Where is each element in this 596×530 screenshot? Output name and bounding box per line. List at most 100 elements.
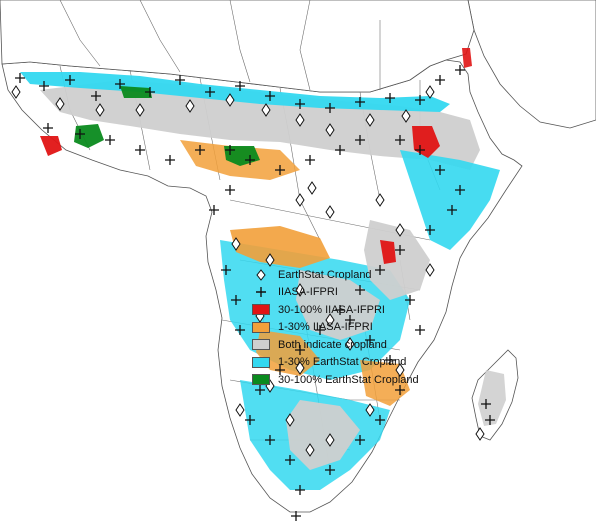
both-cropland-south xyxy=(286,400,360,470)
cropland-layers xyxy=(20,48,506,490)
plus-icon xyxy=(225,145,235,155)
plus-icon xyxy=(415,95,425,105)
sample-markers xyxy=(11,65,495,521)
legend-row-iiasa-low: 1-30% IIASA-IFPRI xyxy=(252,319,419,337)
diamond-outline-icon xyxy=(375,193,385,207)
plus-icon xyxy=(325,103,335,113)
iiasa-low-south xyxy=(256,330,320,376)
plus-icon xyxy=(325,465,335,475)
diamond-outline-icon xyxy=(265,253,275,267)
legend-swatch xyxy=(252,304,270,316)
diamond-outline-icon xyxy=(295,361,305,375)
plus-icon xyxy=(165,155,175,165)
plus-icon xyxy=(295,485,305,495)
plus-icon xyxy=(43,123,53,133)
plus-icon xyxy=(355,285,365,295)
both-cropland-madagascar xyxy=(478,370,506,426)
diamond-outline-icon xyxy=(365,403,375,417)
plus-icon xyxy=(395,245,405,255)
diamond-outline-icon xyxy=(325,433,335,447)
diamond-outline-icon xyxy=(425,85,435,99)
plus-icon xyxy=(145,87,155,97)
plus-icon xyxy=(135,145,145,155)
legend-label: Both indicate cropland xyxy=(278,338,387,351)
both-cropland-sahel xyxy=(40,80,480,170)
legend-label: 30-100% EarthStat Cropland xyxy=(278,373,419,386)
diamond-outline-icon xyxy=(475,427,485,441)
plus-icon xyxy=(235,325,245,335)
plus-icon xyxy=(105,135,115,145)
diamond-outline-icon xyxy=(325,205,335,219)
legend-row-iiasa-high: 30-100% IIASA-IFPRI xyxy=(252,301,419,319)
diamond-outline-icon xyxy=(95,103,105,117)
earthstat-high-sahel xyxy=(120,86,152,98)
plus-icon xyxy=(335,145,345,155)
earthstat-low-east xyxy=(400,150,500,250)
plus-icon xyxy=(447,205,457,215)
plus-icon xyxy=(275,165,285,175)
legend-label: EarthStat Cropland xyxy=(278,268,372,281)
diamond-outline-icon xyxy=(295,113,305,127)
plus-icon xyxy=(231,295,241,305)
plus-icon xyxy=(425,225,435,235)
diamond-outline-icon xyxy=(345,337,355,351)
earthstat-high-west xyxy=(74,124,104,148)
diamond-outline-icon xyxy=(401,109,411,123)
plus-icon xyxy=(175,75,185,85)
diamond-outline-icon xyxy=(305,443,315,457)
legend-row-earthstat-low: 1-30% EarthStat Cropland xyxy=(252,354,419,372)
plus-icon xyxy=(415,145,425,155)
plus-icon xyxy=(315,325,325,335)
plus-icon xyxy=(291,511,301,521)
diamond-outline-icon xyxy=(295,283,305,297)
diamond-outline-icon xyxy=(11,85,21,99)
plus-icon xyxy=(285,455,295,465)
diamond-outline-icon xyxy=(365,113,375,127)
plus-icon xyxy=(335,305,345,315)
legend-label: 1-30% IIASA-IFPRI xyxy=(278,321,373,334)
plus-icon xyxy=(385,355,395,365)
plus-icon xyxy=(209,205,219,215)
plus-icon xyxy=(91,91,101,101)
diamond-outline-icon xyxy=(295,193,305,207)
legend-row-both: Both indicate cropland xyxy=(252,336,419,354)
plus-icon xyxy=(245,155,255,165)
plus-icon xyxy=(405,295,415,305)
plus-icon xyxy=(355,135,365,145)
plus-icon xyxy=(115,79,125,89)
plus-icon xyxy=(205,87,215,97)
plus-icon xyxy=(305,155,315,165)
legend-row-iiasa-plus: IIASA-IFPRI xyxy=(252,284,419,302)
plus-icon xyxy=(295,99,305,109)
legend-label: IIASA-IFPRI xyxy=(278,286,338,299)
plus-icon xyxy=(375,415,385,425)
plus-icon xyxy=(485,415,495,425)
diamond-outline-icon xyxy=(307,181,317,195)
plus-icon xyxy=(355,97,365,107)
earthstat-low-sahel xyxy=(20,72,450,112)
plus-icon xyxy=(455,185,465,195)
both-cropland-east xyxy=(364,220,430,300)
diamond-outline-icon xyxy=(55,97,65,111)
plus-icon xyxy=(481,399,491,409)
diamond-outline-icon xyxy=(185,99,195,113)
diamond-outline-icon xyxy=(395,223,405,237)
legend-row-earthstat-high: 30-100% EarthStat Cropland xyxy=(252,371,419,389)
north-africa xyxy=(0,0,475,93)
both-cropland-central xyxy=(296,270,380,340)
diamond-outline-icon xyxy=(252,268,270,281)
plus-icon xyxy=(365,335,375,345)
plus-icon xyxy=(395,135,405,145)
diamond-outline-icon xyxy=(325,313,335,327)
legend-swatch xyxy=(252,321,270,333)
plus-icon xyxy=(245,415,255,425)
plus-icon xyxy=(265,91,275,101)
earthstat-high-nigeria xyxy=(224,146,260,166)
legend-row-earthstat-diamond: EarthStat Cropland xyxy=(252,266,419,284)
diamond-outline-icon xyxy=(261,103,271,117)
diamond-outline-icon xyxy=(395,363,405,377)
iiasa-low-central xyxy=(230,226,330,268)
plus-icon xyxy=(395,385,405,395)
